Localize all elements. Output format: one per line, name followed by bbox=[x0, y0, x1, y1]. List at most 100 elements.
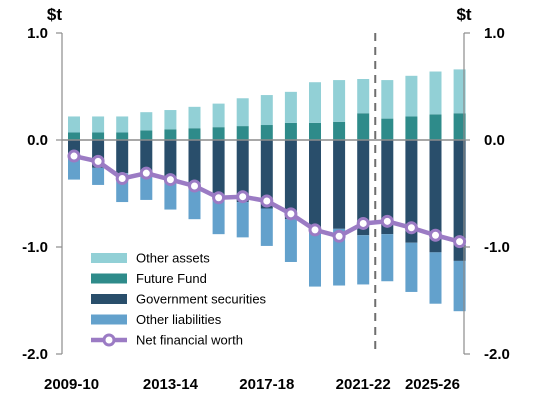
bar-other-assets bbox=[116, 116, 129, 133]
legend-label-future-fund: Future Fund bbox=[136, 271, 207, 286]
net-financial-worth-point bbox=[91, 154, 105, 168]
bar-government-securities bbox=[188, 140, 201, 190]
bar-government-securities bbox=[381, 140, 394, 235]
net-financial-worth-point bbox=[308, 223, 322, 237]
left-ticks: 1.0 0.0 -1.0 -2.0 bbox=[22, 25, 62, 363]
legend-swatch-marker bbox=[102, 333, 116, 347]
bar-future-fund bbox=[309, 122, 321, 140]
bar-future-fund bbox=[260, 125, 273, 140]
bar-government-securities bbox=[333, 140, 346, 229]
bar-other-liabilities bbox=[357, 235, 370, 285]
bar-future-fund bbox=[212, 127, 225, 140]
bar-future-fund bbox=[92, 132, 105, 140]
net-financial-worth-point bbox=[404, 221, 418, 235]
bar-other-liabilities bbox=[309, 227, 321, 287]
left-tick-label: -2.0 bbox=[22, 346, 48, 363]
legend-label-other-assets: Other assets bbox=[136, 251, 210, 266]
bar-other-liabilities bbox=[284, 219, 297, 262]
bar-future-fund bbox=[284, 122, 297, 140]
net-financial-worth-point bbox=[380, 214, 394, 228]
x-tick-labels: 2009-10 2013-14 2017-18 2021-22 2025-26 bbox=[44, 376, 460, 393]
bar-future-fund bbox=[453, 113, 466, 140]
right-tick-label: -2.0 bbox=[484, 346, 510, 363]
bar-future-fund bbox=[381, 118, 394, 140]
net-financial-worth-point bbox=[284, 207, 298, 221]
bar-other-liabilities bbox=[140, 176, 153, 200]
bar-other-liabilities bbox=[68, 158, 80, 180]
bar-other-liabilities bbox=[236, 202, 249, 238]
bar-other-assets bbox=[405, 75, 418, 117]
bar-future-fund bbox=[405, 116, 418, 140]
right-ticks: 1.0 0.0 -1.0 -2.0 bbox=[464, 25, 510, 363]
bar-other-assets bbox=[236, 98, 249, 127]
legend-label-government-securities: Government securities bbox=[136, 292, 267, 307]
bar-future-fund bbox=[116, 132, 129, 140]
bar-other-liabilities bbox=[164, 182, 177, 210]
x-tick-label: 2013-14 bbox=[143, 376, 199, 393]
net-financial-worth-point bbox=[236, 190, 250, 204]
x-tick-label: 2021-22 bbox=[336, 376, 391, 393]
bar-other-liabilities bbox=[212, 195, 225, 235]
bar-future-fund bbox=[140, 130, 153, 140]
bar-other-assets bbox=[284, 91, 297, 123]
bar-government-securities bbox=[260, 140, 273, 209]
left-tick-label: 0.0 bbox=[27, 132, 48, 149]
legend-swatch-government-securities bbox=[91, 294, 127, 304]
x-tick-label: 2025-26 bbox=[405, 376, 460, 393]
bar-future-fund bbox=[68, 132, 80, 140]
bar-other-assets bbox=[188, 106, 201, 129]
x-tick-label: 2009-10 bbox=[44, 376, 99, 393]
bar-other-assets bbox=[92, 116, 105, 133]
right-tick-label: -1.0 bbox=[484, 239, 510, 256]
net-financial-worth-point bbox=[453, 235, 467, 249]
bar-government-securities bbox=[140, 140, 153, 177]
legend-swatch-other-assets bbox=[91, 253, 127, 263]
left-tick-label: -1.0 bbox=[22, 239, 48, 256]
x-tick-label: 2017-18 bbox=[239, 376, 294, 393]
bar-other-assets bbox=[357, 79, 370, 114]
bar-other-assets bbox=[212, 103, 225, 128]
bar-other-liabilities bbox=[381, 234, 394, 282]
net-financial-worth-point bbox=[139, 166, 153, 180]
legend: Other assets Future Fund Government securi… bbox=[91, 251, 267, 348]
bar-other-assets bbox=[309, 82, 321, 123]
net-financial-worth-point bbox=[429, 228, 442, 242]
bar-other-liabilities bbox=[188, 189, 201, 220]
bar-government-securities bbox=[284, 140, 297, 220]
bar-government-securities bbox=[236, 140, 249, 203]
bars-layer bbox=[68, 69, 466, 312]
bar-other-liabilities bbox=[260, 208, 273, 246]
bar-government-securities bbox=[309, 140, 321, 228]
bar-other-assets bbox=[453, 69, 466, 114]
net-financial-worth-point bbox=[356, 216, 370, 230]
line-layer bbox=[67, 149, 467, 249]
bar-other-liabilities bbox=[92, 167, 105, 185]
bar-future-fund bbox=[188, 128, 201, 140]
net-financial-worth-point bbox=[332, 229, 346, 243]
net-financial-worth-point bbox=[188, 179, 201, 193]
bar-government-securities bbox=[429, 140, 442, 253]
right-tick-label: 1.0 bbox=[484, 25, 505, 42]
bar-future-fund bbox=[236, 126, 249, 140]
bar-other-assets bbox=[333, 80, 346, 122]
net-financial-worth-point bbox=[67, 149, 81, 163]
bar-other-assets bbox=[260, 95, 273, 126]
net-financial-worth-point bbox=[115, 172, 129, 186]
bar-other-assets bbox=[381, 80, 394, 119]
bar-other-assets bbox=[140, 112, 153, 131]
bar-government-securities bbox=[453, 140, 466, 261]
bar-other-assets bbox=[68, 116, 80, 133]
bar-future-fund bbox=[333, 121, 346, 140]
bar-government-securities bbox=[405, 140, 418, 243]
legend-label-other-liabilities: Other liabilities bbox=[136, 312, 222, 327]
bar-other-liabilities bbox=[429, 252, 442, 304]
bar-government-securities bbox=[164, 140, 177, 183]
right-tick-label: 0.0 bbox=[484, 132, 505, 149]
legend-swatch-future-fund bbox=[91, 273, 127, 284]
net-financial-worth-point bbox=[260, 194, 274, 208]
bar-other-assets bbox=[164, 110, 177, 130]
bar-future-fund bbox=[357, 113, 370, 140]
net-financial-worth-point bbox=[212, 191, 226, 205]
left-tick-label: 1.0 bbox=[27, 25, 48, 42]
